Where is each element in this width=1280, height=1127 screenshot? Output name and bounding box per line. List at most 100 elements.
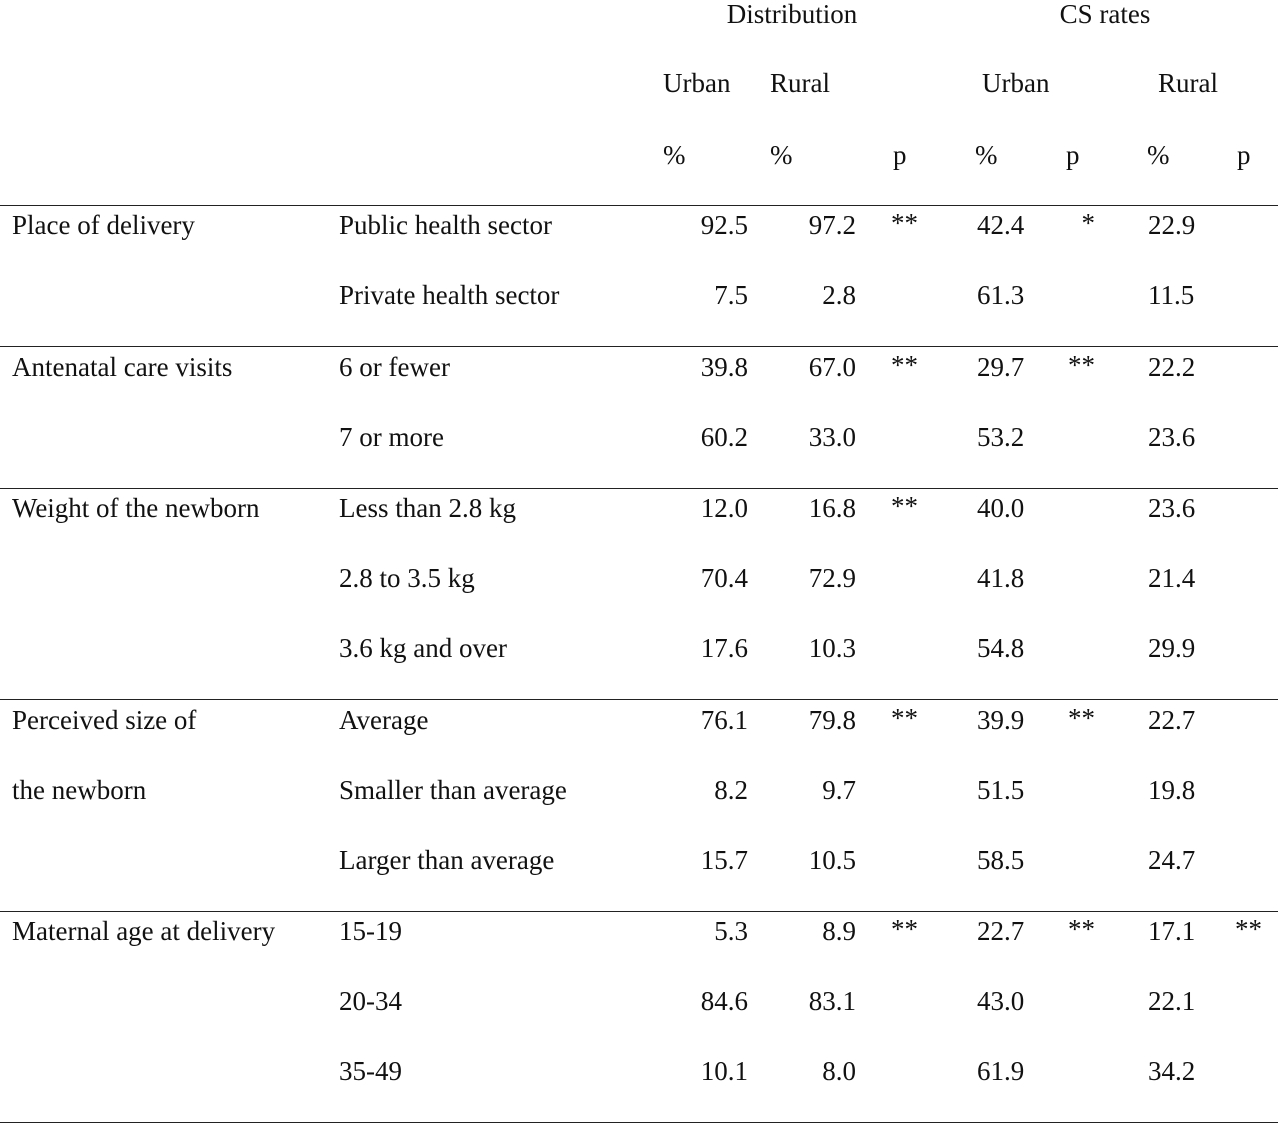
header-cs-urban: Urban bbox=[982, 68, 1050, 98]
row-category: Private health sector bbox=[339, 280, 560, 310]
header-cs-rural-p: p bbox=[1237, 140, 1251, 170]
dist-urban-value: 60.2 bbox=[700, 422, 748, 452]
header-dist-p: p bbox=[893, 140, 907, 170]
group-label: Antenatal care visits bbox=[12, 352, 233, 382]
cs-rural-value: 22.9 bbox=[1148, 210, 1196, 240]
dist-urban-value: 84.6 bbox=[700, 986, 748, 1016]
group-label: Place of delivery bbox=[12, 210, 195, 240]
cs-rural-value: 22.2 bbox=[1148, 352, 1196, 382]
cs-urban-p-value: * bbox=[1081, 208, 1096, 238]
dist-rural-value: 97.2 bbox=[808, 210, 856, 240]
dist-urban-value: 5.3 bbox=[714, 916, 748, 946]
row-category: 3.6 kg and over bbox=[339, 633, 507, 663]
row-category: 15-19 bbox=[339, 916, 402, 946]
dist-urban-value: 10.1 bbox=[700, 1056, 748, 1086]
header-dist-rural-percent: % bbox=[770, 140, 793, 170]
dist-rural-value: 9.7 bbox=[822, 775, 856, 805]
rule-bottom bbox=[0, 1122, 1278, 1123]
cs-urban-value: 43.0 bbox=[977, 986, 1025, 1016]
cs-rural-value: 34.2 bbox=[1148, 1056, 1196, 1086]
cs-urban-value: 61.3 bbox=[977, 280, 1025, 310]
cs-urban-value: 42.4 bbox=[977, 210, 1025, 240]
header-cs-rates: CS rates bbox=[1059, 0, 1151, 29]
row-category: Larger than average bbox=[339, 845, 555, 875]
cs-urban-value: 51.5 bbox=[977, 775, 1025, 805]
dist-rural-value: 10.5 bbox=[808, 845, 856, 875]
cs-urban-value: 29.7 bbox=[977, 352, 1025, 382]
row-category: 35-49 bbox=[339, 1056, 402, 1086]
row-category: 20-34 bbox=[339, 986, 402, 1016]
group-label: Maternal age at delivery bbox=[12, 916, 276, 946]
dist-urban-value: 17.6 bbox=[700, 633, 748, 663]
cs-urban-value: 22.7 bbox=[977, 916, 1025, 946]
dist-rural-value: 16.8 bbox=[808, 493, 856, 523]
dist-rural-value: 8.0 bbox=[822, 1056, 856, 1086]
cs-rural-value: 19.8 bbox=[1148, 775, 1196, 805]
group-label: Weight of the newborn bbox=[12, 493, 260, 523]
header-dist-rural: Rural bbox=[770, 68, 830, 98]
cs-rural-value: 23.6 bbox=[1148, 493, 1196, 523]
dist-urban-value: 92.5 bbox=[700, 210, 748, 240]
cs-urban-value: 40.0 bbox=[977, 493, 1025, 523]
rule-header bbox=[0, 205, 1278, 206]
cs-urban-value: 41.8 bbox=[977, 563, 1025, 593]
cs-rural-value: 17.1 bbox=[1148, 916, 1196, 946]
header-cs-rural-percent: % bbox=[1147, 140, 1170, 170]
row-category: Less than 2.8 kg bbox=[339, 493, 516, 523]
row-category: 2.8 to 3.5 kg bbox=[339, 563, 475, 593]
cs-urban-value: 39.9 bbox=[977, 705, 1025, 735]
dist-rural-value: 72.9 bbox=[808, 563, 856, 593]
header-distribution: Distribution bbox=[726, 0, 858, 29]
dist-urban-value: 12.0 bbox=[700, 493, 748, 523]
cs-urban-value: 53.2 bbox=[977, 422, 1025, 452]
dist-rural-value: 83.1 bbox=[808, 986, 856, 1016]
cs-urban-value: 58.5 bbox=[977, 845, 1025, 875]
cs-rural-value: 11.5 bbox=[1148, 280, 1195, 310]
cs-urban-value: 54.8 bbox=[977, 633, 1025, 663]
cs-rural-value: 22.1 bbox=[1148, 986, 1196, 1016]
dist-urban-value: 8.2 bbox=[714, 775, 748, 805]
dist-rural-value: 67.0 bbox=[808, 352, 856, 382]
rule-group-4 bbox=[0, 911, 1278, 912]
header-cs-rural: Rural bbox=[1158, 68, 1218, 98]
rule-group-2 bbox=[0, 488, 1278, 489]
group-label: Perceived size of bbox=[12, 705, 197, 735]
dist-rural-value: 33.0 bbox=[808, 422, 856, 452]
dist-urban-value: 15.7 bbox=[700, 845, 748, 875]
rule-group-1 bbox=[0, 346, 1278, 347]
header-dist-urban: Urban bbox=[663, 68, 731, 98]
dist-urban-value: 70.4 bbox=[700, 563, 748, 593]
cs-urban-p-value: ** bbox=[1068, 703, 1095, 733]
cs-rural-value: 21.4 bbox=[1148, 563, 1196, 593]
cs-urban-value: 61.9 bbox=[977, 1056, 1025, 1086]
dist-urban-value: 39.8 bbox=[700, 352, 748, 382]
dist-rural-value: 10.3 bbox=[808, 633, 856, 663]
dist-p-value: ** bbox=[891, 914, 918, 944]
dist-p-value: ** bbox=[891, 491, 918, 521]
group-label-line-2: the newborn bbox=[12, 775, 147, 805]
dist-p-value: ** bbox=[891, 703, 918, 733]
dist-rural-value: 2.8 bbox=[822, 280, 856, 310]
header-cs-urban-percent: % bbox=[975, 140, 998, 170]
row-category: 7 or more bbox=[339, 422, 444, 452]
header-cs-urban-p: p bbox=[1066, 140, 1080, 170]
rule-group-3 bbox=[0, 699, 1278, 700]
cs-rural-value: 22.7 bbox=[1148, 705, 1196, 735]
cs-rural-value: 29.9 bbox=[1148, 633, 1196, 663]
header-dist-urban-percent: % bbox=[663, 140, 686, 170]
row-category: Average bbox=[339, 705, 429, 735]
row-category: 6 or fewer bbox=[339, 352, 450, 382]
cs-rural-value: 24.7 bbox=[1148, 845, 1196, 875]
cs-rural-p-value: ** bbox=[1235, 914, 1262, 944]
dist-p-value: ** bbox=[891, 208, 918, 238]
cs-urban-p-value: ** bbox=[1068, 350, 1095, 380]
cs-rural-value: 23.6 bbox=[1148, 422, 1196, 452]
dist-p-value: ** bbox=[891, 350, 918, 380]
row-category: Public health sector bbox=[339, 210, 552, 240]
row-category: Smaller than average bbox=[339, 775, 567, 805]
cs-urban-p-value: ** bbox=[1068, 914, 1095, 944]
dist-urban-value: 76.1 bbox=[700, 705, 748, 735]
dist-rural-value: 79.8 bbox=[808, 705, 856, 735]
dist-urban-value: 7.5 bbox=[714, 280, 748, 310]
